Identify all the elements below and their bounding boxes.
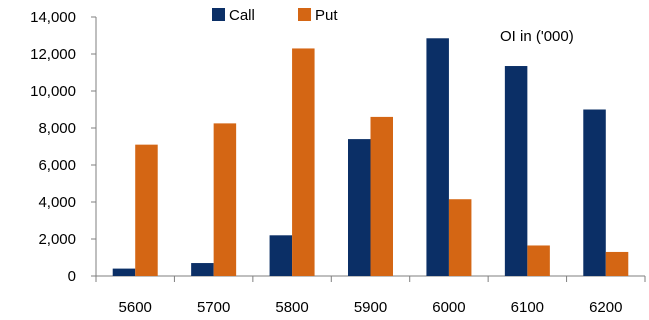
bar-put-6000: [448, 199, 472, 276]
y-tick-label: 6,000: [38, 157, 76, 174]
legend-label-put: Put: [315, 7, 338, 24]
x-tick-label: 5600: [119, 299, 152, 316]
x-tick-label: 6100: [511, 299, 544, 316]
x-tick-label: 5700: [197, 299, 230, 316]
bar-call-5900: [348, 139, 371, 276]
legend-swatch-put: [298, 8, 311, 21]
bar-put-6100: [527, 245, 550, 276]
bar-call-6100: [504, 66, 528, 277]
y-axis: 0 2,000 4,000 6,000 8,000 10,000 12,000 14,000: [30, 9, 97, 285]
x-tick-label: 5900: [354, 299, 387, 316]
y-tick-label: 14,000: [30, 9, 76, 26]
legend-label-call: Call: [229, 7, 255, 24]
legend-swatch-call: [212, 8, 225, 21]
bar-put-5700: [213, 123, 237, 276]
bar-call-6200: [583, 109, 606, 276]
x-axis: 5600 5700 5800 5900 6000 6100 6200: [95, 275, 646, 316]
legend: Call Put: [212, 7, 338, 24]
x-tick-label: 6200: [589, 299, 622, 316]
bar-put-5900: [370, 116, 393, 277]
bar-put-5800: [292, 48, 315, 277]
x-tick-label: 6000: [432, 299, 465, 316]
bar-call-5600: [112, 268, 136, 276]
x-tick-label: 5800: [275, 299, 308, 316]
y-tick-label: 8,000: [38, 120, 76, 137]
y-tick-label: 2,000: [38, 231, 76, 248]
y-tick-label: 4,000: [38, 194, 76, 211]
bar-call-6000: [426, 38, 449, 277]
bar-call-5800: [269, 235, 293, 276]
y-tick-label: 12,000: [30, 46, 76, 63]
y-tick-label: 0: [68, 268, 76, 285]
bar-call-5700: [191, 263, 214, 276]
bar-put-5600: [135, 144, 158, 276]
bar-put-6200: [605, 251, 629, 276]
oi-units-annotation: OI in ('000): [500, 28, 574, 45]
y-tick-label: 10,000: [30, 83, 76, 100]
bars: [112, 38, 629, 277]
